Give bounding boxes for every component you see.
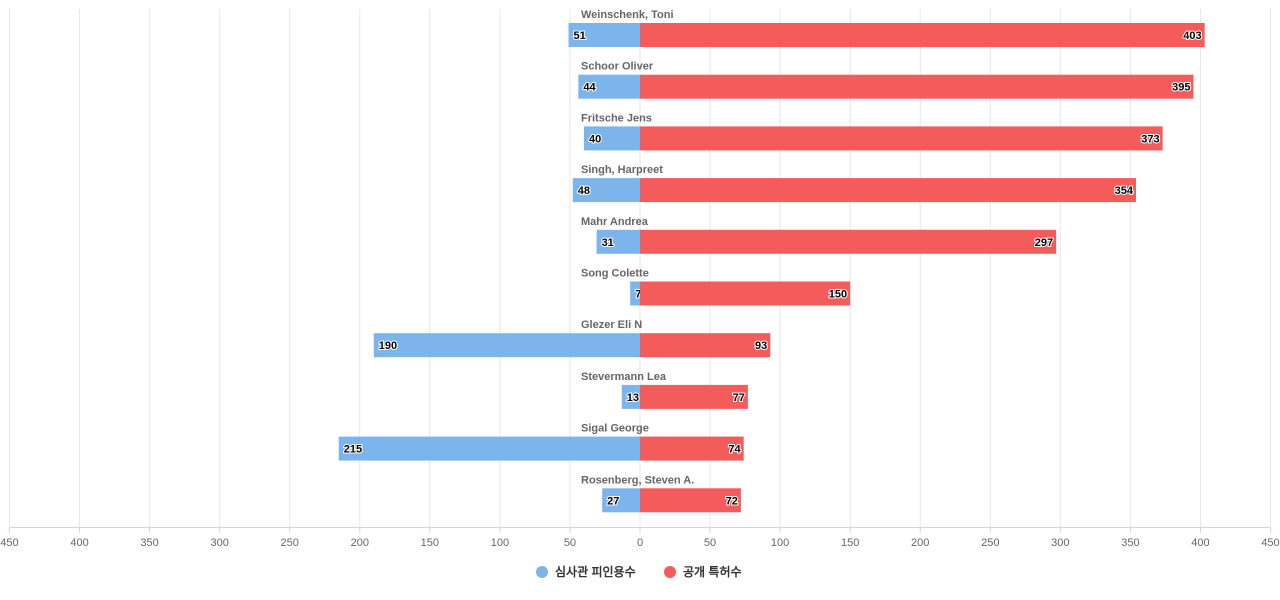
x-tick-label: 350 [1121,537,1139,549]
x-tick-label: 200 [351,537,369,549]
bar-left[interactable] [373,333,640,358]
bar-right[interactable] [640,23,1205,47]
data-label-left: 44 [583,82,596,94]
x-tick-label: 450 [0,537,18,549]
legend-label: 심사관 피인용수 [555,564,636,579]
x-tick-label: 50 [564,537,576,549]
bar-right[interactable] [640,384,748,409]
data-label-left: 7 [635,289,641,301]
legend-item[interactable]: 심사관 피인용수 [536,564,636,579]
data-label-right: 150 [829,289,847,301]
bar-right[interactable] [640,436,744,461]
data-label-left: 27 [607,495,619,507]
category-label: Fritsche Jens [581,112,652,124]
x-tick-label: 350 [140,537,158,549]
data-label-left: 190 [379,340,397,352]
data-label-right: 77 [733,392,745,404]
x-tick-label: 300 [210,537,228,549]
data-label-right: 403 [1183,30,1201,42]
bar-right[interactable] [640,488,741,513]
legend: 심사관 피인용수 공개 특허수 [536,564,742,579]
data-label-right: 395 [1172,82,1190,94]
x-tick-label: 300 [1051,537,1069,549]
data-label-left: 48 [578,185,590,197]
legend-item[interactable]: 공개 특허수 [664,564,742,579]
x-tick-label: 150 [841,537,859,549]
bar-left[interactable] [583,126,640,151]
x-axis-ticks: 450 400 350 300 250 200 150 100 50 0 50 100 150 200 25… [0,527,1280,549]
bar-right[interactable] [640,126,1163,151]
category-label: Mahr Andrea [581,216,649,228]
legend-label: 공개 특허수 [683,564,742,579]
data-label-left: 31 [602,237,614,249]
category-label: Song Colette [581,268,649,280]
bar-right[interactable] [640,229,1057,254]
data-label-right: 297 [1035,237,1053,249]
data-label-right: 72 [726,495,738,507]
x-tick-label: 150 [421,537,439,549]
bar-left[interactable] [630,281,640,306]
data-label-left: 51 [574,30,586,42]
x-tick-label: 250 [281,537,299,549]
x-tick-label: 50 [704,537,716,549]
x-tick-label: 450 [1261,537,1279,549]
category-label: Glezer Eli N [581,319,642,331]
bar-right[interactable] [640,74,1194,99]
bar-right[interactable] [640,178,1136,203]
x-tick-label: 100 [771,537,789,549]
category-label: Rosenberg, Steven A. [581,474,694,486]
x-tick-label: 200 [911,537,929,549]
x-tick-label: 0 [637,537,643,549]
data-label-right: 373 [1141,133,1159,145]
bar-left[interactable] [338,436,640,461]
legend-marker [536,566,548,578]
bar-right[interactable] [640,333,771,358]
bars: Weinschenk, Toni 51 403 Schoor Oliver 44 395 F… [338,9,1205,513]
category-label: Weinschenk, Toni [581,9,674,21]
category-label: Sigal George [581,423,649,435]
data-label-right: 93 [755,340,767,352]
bar-left[interactable] [602,488,640,513]
data-label-left: 13 [627,392,639,404]
x-tick-label: 400 [1191,537,1209,549]
category-label: Schoor Oliver [581,61,654,73]
data-label-right: 354 [1115,185,1134,197]
x-tick-label: 100 [491,537,509,549]
bar-left[interactable] [568,23,640,47]
x-tick-label: 400 [70,537,88,549]
data-label-left: 40 [589,133,601,145]
bar-right[interactable] [640,281,851,306]
data-label-left: 215 [344,444,362,456]
bar-left[interactable] [572,178,640,203]
bar-left[interactable] [578,74,640,99]
data-label-right: 74 [728,444,741,456]
bar-left[interactable] [621,384,640,409]
x-tick-label: 250 [981,537,999,549]
bar-left[interactable] [596,229,640,254]
legend-marker [664,566,676,578]
category-label: Singh, Harpreet [581,164,663,176]
category-label: Stevermann Lea [581,371,667,383]
